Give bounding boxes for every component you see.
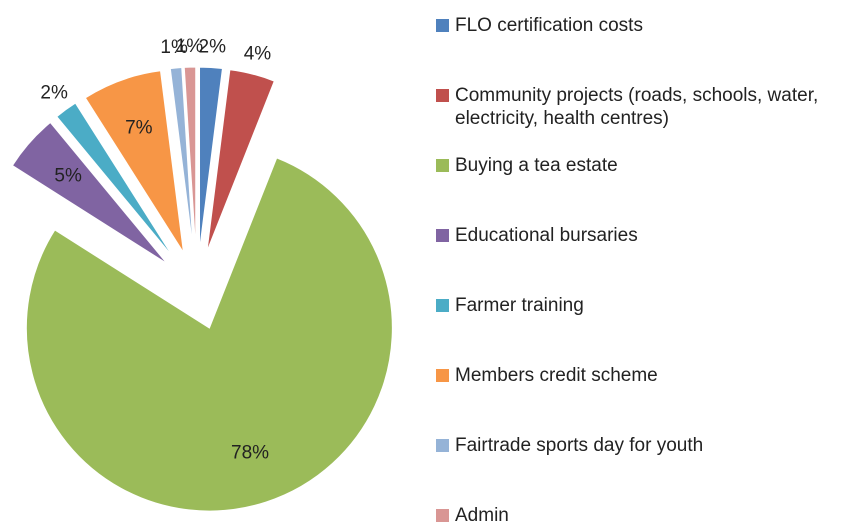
data-label: 4%: [244, 44, 272, 65]
legend-item: Farmer training: [436, 294, 836, 317]
data-label: 7%: [125, 117, 153, 138]
data-label: 2%: [199, 36, 227, 57]
legend-swatch: [436, 299, 449, 312]
legend-swatch: [436, 19, 449, 32]
legend-item: FLO certification costs: [436, 14, 836, 37]
legend-label: Members credit scheme: [455, 365, 658, 386]
legend-swatch: [436, 229, 449, 242]
legend-label: Educational bursaries: [455, 225, 638, 246]
legend-swatch: [436, 159, 449, 172]
pie-slice: [169, 67, 194, 251]
legend-swatch: [436, 439, 449, 452]
pie-slice: [206, 69, 275, 252]
legend-item: Admin: [436, 504, 836, 527]
data-label: 1%: [160, 37, 188, 58]
legend-swatch: [436, 369, 449, 382]
legend-swatch: [436, 89, 449, 102]
legend-label: Community projects (roads, schools, wate…: [455, 85, 819, 129]
legend-label: Admin: [455, 505, 509, 526]
legend-swatch: [436, 509, 449, 522]
pie-slice: [199, 66, 224, 251]
data-label: 2%: [40, 82, 68, 103]
data-label: 78%: [231, 442, 269, 463]
legend-item: Members credit scheme: [436, 364, 836, 387]
chart: 2% 4% 78% 5% 2% 7% 1%1%: [11, 36, 393, 512]
legend-label: FLO certification costs: [455, 15, 643, 36]
pie-slice: [56, 102, 174, 258]
legend-item: Fairtrade sports day for youth: [436, 434, 836, 457]
pie-slice: [183, 66, 197, 251]
legend-label: Buying a tea estate: [455, 155, 618, 176]
pie-slice: [25, 157, 393, 512]
pie-slice: [84, 70, 184, 253]
legend-item: Buying a tea estate: [436, 154, 836, 177]
data-label: 1%: [176, 36, 204, 57]
legend-item: Educational bursaries: [436, 224, 836, 247]
legend-label: Fairtrade sports day for youth: [455, 435, 704, 456]
legend-item: Community projects (roads, schools, wate…: [436, 84, 836, 130]
pie-slice: [11, 121, 168, 264]
data-label: 5%: [54, 165, 82, 186]
legend-label: Farmer training: [455, 295, 584, 316]
